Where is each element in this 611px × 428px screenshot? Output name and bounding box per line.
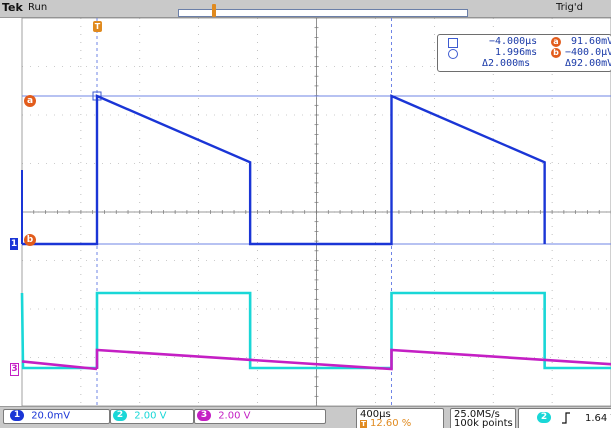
cursor-b-badge: b [551, 48, 561, 58]
ch3-scale: 2.00 V [218, 410, 251, 422]
acquisition-box[interactable]: 25.0MS/s 100k points [450, 408, 516, 428]
settings-bar: 1 20.0mV 2 2.00 V 3 2.00 V 400µs T 12.60 … [0, 406, 611, 428]
sample-rate: 25.0MS/s [454, 409, 500, 420]
record-length: 100k points [454, 418, 513, 428]
graticule [21, 17, 611, 407]
trigger-source-label: 2 [540, 412, 548, 422]
ch3-trace [21, 348, 611, 371]
trigger-state-label: Trig'd [556, 2, 583, 13]
cursor-b-badge-label: b [553, 48, 559, 57]
cursor-a-value: 91.60mV [571, 36, 611, 47]
ch2-badge-label: 2 [116, 410, 124, 420]
cursor-readout: −4.000µs a 91.60mV 1.996ms b −400.0µV Δ2… [437, 34, 611, 72]
cursor-b-label: b [26, 235, 34, 245]
ch1-badge: 1 [10, 410, 24, 421]
ch1-scale-box[interactable]: 1 20.0mV [3, 409, 110, 424]
ch1-trace [22, 94, 546, 246]
cursor-delta-value: Δ92.00mV [565, 58, 611, 69]
trigger-point-icon[interactable]: T [93, 21, 102, 32]
cursor-delta-time: Δ2.000ms [482, 58, 531, 69]
timebase-position-value: 12.60 % [370, 418, 412, 428]
trigger-position-icon: T [360, 420, 367, 428]
cursor-a-marker[interactable]: a [24, 95, 36, 107]
traces [20, 94, 611, 371]
brand-logo: Tek [2, 1, 23, 14]
record-position-bar[interactable] [178, 9, 468, 17]
trigger-level: 1.64 V [585, 413, 611, 424]
cursor-a-label: a [26, 96, 34, 106]
rising-edge-icon [562, 412, 570, 424]
ch2-badge: 2 [113, 410, 127, 421]
trigger-position-icon-label: T [361, 420, 366, 428]
trigger-box[interactable]: 2 1.64 V [518, 408, 611, 428]
cursor-b-value: −400.0µV [565, 47, 611, 58]
run-state-label: Run [28, 2, 48, 13]
ch3-scale-box[interactable]: 3 2.00 V [194, 409, 326, 424]
cursor-b-marker[interactable]: b [24, 234, 36, 246]
ch3-level-label: 3 [11, 364, 18, 374]
cursor-a-badge: a [551, 37, 561, 47]
ch1-level-marker[interactable]: 1 [10, 238, 18, 250]
ch2-scale-box[interactable]: 2 2.00 V [110, 409, 194, 424]
trigger-position-marker-icon[interactable] [212, 4, 216, 17]
ch1-scale: 20.0mV [31, 410, 71, 422]
timebase-box[interactable]: 400µs T 12.60 % [356, 408, 444, 428]
cursor-a-time: −4.000µs [489, 36, 538, 47]
cursor-b-time: 1.996ms [495, 47, 538, 58]
ch3-badge-label: 3 [200, 410, 208, 420]
square-cursor-icon [448, 38, 458, 48]
trigger-source-badge: 2 [537, 412, 551, 423]
circle-cursor-icon [448, 49, 458, 59]
ch3-level-marker[interactable]: 3 [10, 363, 19, 376]
ch1-badge-label: 1 [13, 410, 21, 420]
ch3-badge: 3 [197, 410, 211, 421]
timebase-scale: 400µs [360, 409, 391, 420]
status-header: Tek Run Trig'd [0, 0, 611, 18]
trigger-point-label: T [94, 22, 101, 31]
timebase-position: T 12.60 % [360, 418, 411, 428]
cursor-a-badge-label: a [553, 37, 559, 46]
ch2-scale: 2.00 V [134, 410, 167, 422]
ch1-level-label: 1 [10, 239, 18, 249]
